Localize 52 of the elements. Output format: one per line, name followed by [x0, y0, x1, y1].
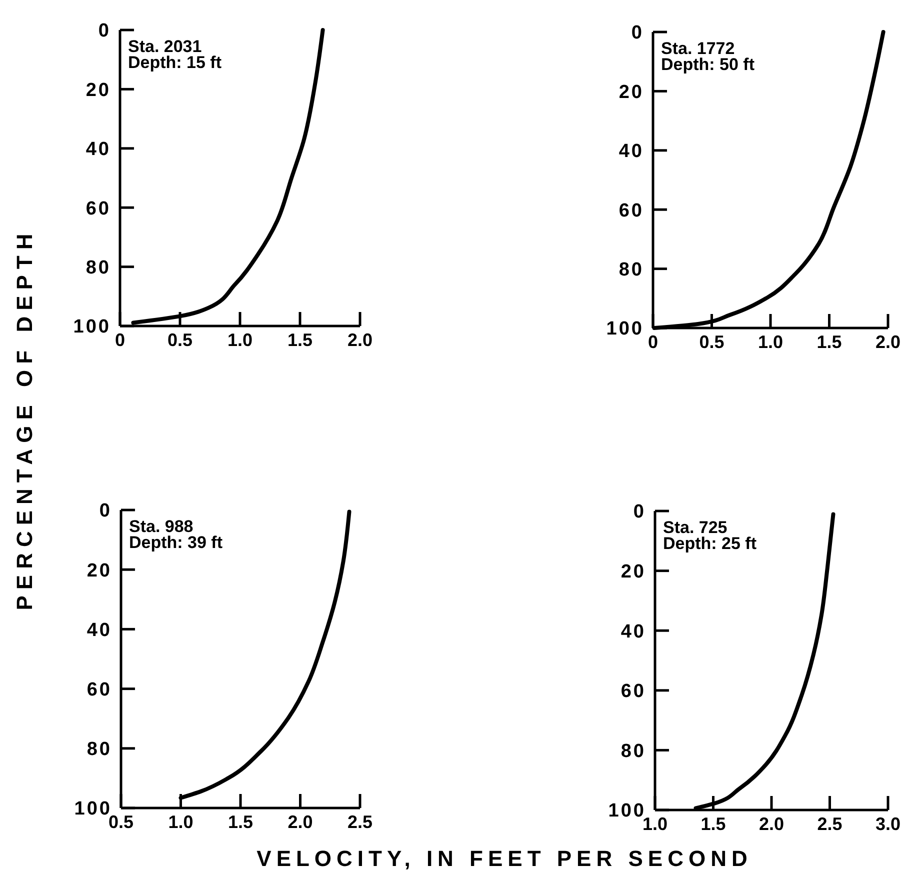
annotation: Sta. 725	[663, 518, 728, 537]
x-tick-label: 1.5	[228, 812, 254, 832]
x-tick-label: 1.0	[758, 332, 784, 352]
y-axis-title: PERCENTAGE OF DEPTH	[12, 228, 37, 610]
y-tick-label: 40	[86, 620, 112, 641]
y-tick-label: 80	[86, 739, 112, 760]
y-tick-label: 0	[98, 20, 111, 42]
y-tick-label: 0	[631, 22, 644, 44]
x-tick-label: 1.5	[816, 332, 842, 352]
x-axis-title: VELOCITY, IN FEET PER SECOND	[256, 846, 752, 871]
annotation: Sta. 1772	[661, 39, 735, 58]
y-tick-label: 80	[86, 257, 111, 278]
x-tick-label: 2.5	[817, 814, 842, 834]
annotation: Depth: 25 ft	[663, 534, 757, 553]
x-tick-label: 0.5	[699, 332, 724, 352]
y-tick-label: 20	[620, 561, 646, 582]
x-tick-label: 2.0	[347, 330, 373, 350]
x-tick-label: 1.0	[642, 814, 668, 834]
x-tick-label: 1.5	[287, 330, 313, 350]
y-tick-label: 80	[618, 259, 644, 280]
y-tick-label: 40	[86, 139, 111, 160]
y-tick-label: 40	[618, 141, 644, 162]
annotation: Sta. 2031	[128, 37, 202, 56]
x-tick-label: 3.0	[875, 814, 901, 834]
annotation: Depth: 50 ft	[661, 55, 755, 74]
y-tick-label: 20	[86, 80, 111, 101]
x-tick-label: 2.0	[758, 814, 784, 834]
y-tick-label: 0	[633, 502, 646, 523]
x-tick-label: 0.5	[167, 330, 193, 350]
y-tick-label: 60	[618, 200, 644, 222]
x-tick-label: 2.0	[288, 812, 313, 832]
y-tick-label: 80	[620, 740, 646, 762]
y-tick-label: 20	[618, 82, 644, 103]
y-tick-label: 40	[620, 621, 646, 642]
x-tick-label: 0.5	[108, 812, 134, 832]
y-tick-label: 100	[73, 316, 111, 338]
y-tick-label: 100	[606, 318, 644, 340]
annotation: Sta. 988	[129, 517, 194, 536]
x-tick-label: 1.0	[227, 330, 253, 350]
y-tick-label: 60	[620, 681, 646, 702]
x-tick-label: 1.0	[168, 812, 194, 832]
annotation: Depth: 39 ft	[129, 533, 223, 552]
annotation: Depth: 15 ft	[128, 53, 222, 72]
x-tick-label: 0	[648, 332, 658, 352]
y-tick-label: 60	[86, 198, 111, 220]
y-tick-label: 20	[86, 560, 112, 582]
x-tick-label: 2.0	[875, 332, 901, 352]
y-tick-label: 0	[99, 500, 112, 522]
x-tick-label: 2.5	[347, 812, 373, 832]
x-tick-label: 0	[114, 330, 126, 350]
y-tick-label: 60	[86, 679, 112, 700]
x-tick-label: 1.5	[700, 814, 726, 834]
